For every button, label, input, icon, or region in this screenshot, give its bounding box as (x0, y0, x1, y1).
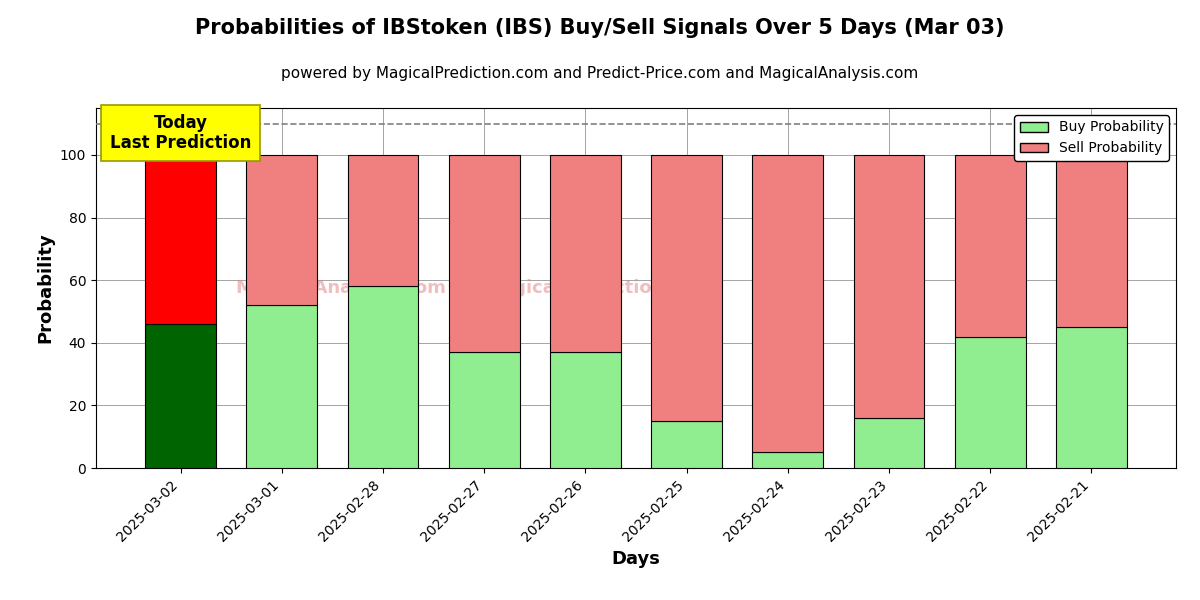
Legend: Buy Probability, Sell Probability: Buy Probability, Sell Probability (1014, 115, 1169, 161)
Bar (652, 155, 722, 421)
Bar (449, 155, 520, 352)
Bar (955, 337, 1026, 468)
Bar (550, 155, 620, 352)
Bar (853, 155, 924, 418)
Bar (853, 418, 924, 468)
Text: powered by MagicalPrediction.com and Predict-Price.com and MagicalAnalysis.com: powered by MagicalPrediction.com and Pre… (281, 66, 919, 81)
Bar (955, 155, 1026, 337)
Bar (550, 352, 620, 468)
Bar (1056, 155, 1127, 327)
Bar (348, 286, 419, 468)
Text: Today
Last Prediction: Today Last Prediction (110, 113, 251, 152)
Bar (652, 421, 722, 468)
Bar (145, 155, 216, 324)
X-axis label: Days: Days (612, 550, 660, 568)
Bar (449, 352, 520, 468)
Bar (246, 155, 317, 305)
Y-axis label: Probability: Probability (36, 233, 54, 343)
Text: Probabilities of IBStoken (IBS) Buy/Sell Signals Over 5 Days (Mar 03): Probabilities of IBStoken (IBS) Buy/Sell… (196, 18, 1004, 38)
Bar (752, 155, 823, 452)
Bar (1056, 327, 1127, 468)
Text: MagicalAnalysis.com      MagicalPrediction.com: MagicalAnalysis.com MagicalPrediction.co… (235, 279, 713, 297)
Bar (752, 452, 823, 468)
Bar (348, 155, 419, 286)
Bar (246, 305, 317, 468)
Bar (145, 324, 216, 468)
